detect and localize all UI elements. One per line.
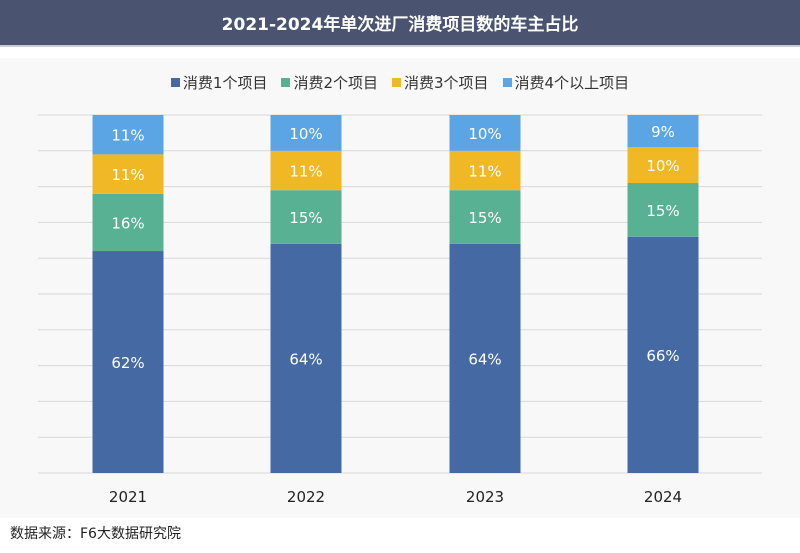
data-label: 11%: [111, 127, 144, 145]
bar-segment: [92, 115, 164, 155]
data-label: 11%: [111, 166, 144, 184]
bar-segment: [449, 190, 521, 244]
data-label: 66%: [646, 347, 679, 365]
bar-segment: [449, 243, 521, 473]
data-label: 62%: [111, 354, 144, 372]
data-label: 64%: [468, 350, 501, 368]
legend: 消费1个项目 消费2个项目 消费3个项目 消费4个以上项目: [0, 72, 800, 93]
bar-segment: [627, 147, 699, 184]
chart-title: 2021-2024年单次进厂消费项目数的车主占比: [0, 0, 800, 47]
bar-segment: [627, 236, 699, 473]
data-label: 15%: [646, 202, 679, 220]
bar-segment: [270, 243, 342, 473]
source-note: 数据来源：F6大数据研究院: [10, 526, 181, 542]
data-label: 10%: [289, 125, 322, 143]
x-tick-label: 2021: [109, 488, 147, 506]
legend-label: 消费1个项目: [182, 74, 268, 92]
data-label: 10%: [646, 157, 679, 175]
bar-segment: [92, 251, 164, 473]
legend-swatch: [170, 78, 180, 87]
bar-segment: [270, 115, 342, 151]
bar-segment: [270, 150, 342, 191]
legend-item[interactable]: 消费4个以上项目: [502, 72, 630, 93]
bar-segment: [270, 190, 342, 244]
legend-item[interactable]: 消费1个项目: [170, 72, 268, 93]
data-label: 16%: [111, 214, 144, 232]
x-tick-label: 2024: [644, 488, 682, 506]
bar-segment: [92, 193, 164, 252]
data-label: 11%: [468, 162, 501, 180]
x-tick-label: 2023: [466, 488, 504, 506]
legend-item[interactable]: 消费2个项目: [281, 72, 378, 93]
data-label: 15%: [289, 209, 322, 227]
data-label: 10%: [468, 125, 501, 143]
legend-swatch: [502, 78, 512, 87]
legend-swatch: [281, 78, 291, 87]
legend-item[interactable]: 消费3个项目: [392, 72, 489, 93]
bar-segment: [627, 183, 699, 237]
data-label: 15%: [468, 209, 501, 227]
bar-segment: [449, 150, 521, 191]
data-label: 11%: [289, 162, 322, 180]
legend-label: 消费3个项目: [404, 74, 489, 92]
data-label: 64%: [289, 350, 322, 368]
legend-label: 消费4个以上项目: [514, 74, 630, 92]
data-label: 9%: [651, 123, 675, 141]
legend-label: 消费2个项目: [293, 74, 378, 92]
bar-segment: [92, 154, 164, 194]
legend-swatch: [392, 78, 401, 87]
bar-segment: [449, 115, 521, 151]
x-tick-label: 2022: [287, 488, 325, 506]
bar-segment: [627, 115, 699, 148]
